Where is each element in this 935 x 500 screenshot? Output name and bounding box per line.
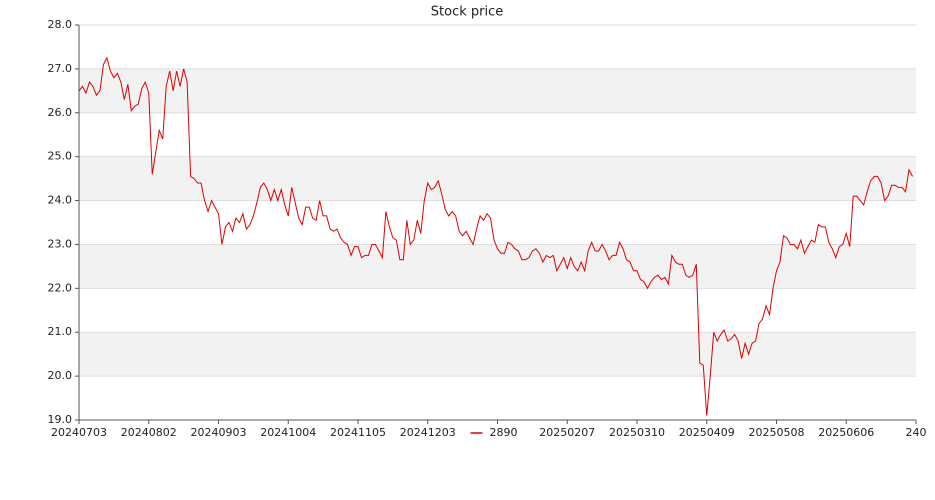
- grid-band: [79, 68, 916, 113]
- y-tick-label: 22.0: [48, 281, 73, 294]
- y-tick-label: 25.0: [48, 150, 73, 163]
- y-tick-label: 27.0: [48, 62, 73, 75]
- line: [78, 56, 913, 416]
- x-tick-label: 20240703: [51, 426, 107, 439]
- grid-band: [79, 244, 916, 289]
- x-tick-label: 20250310: [609, 426, 665, 439]
- y-tick-label: 21.0: [48, 325, 73, 338]
- y-tick-label: 23.0: [48, 237, 73, 250]
- chart-title: Stock price: [431, 5, 503, 20]
- y-tick-label: 26.0: [48, 106, 73, 119]
- x-tick-label: 20250606: [818, 426, 874, 439]
- x-tick-label: 20240802: [121, 426, 177, 439]
- y-tick-label: 24.0: [48, 194, 73, 207]
- x-tick-label: 20250409: [679, 426, 735, 439]
- x-tick-label: 20250508: [749, 426, 805, 439]
- x-tick-label: 20241105: [330, 426, 386, 439]
- y-tick-label: 20.0: [48, 369, 73, 382]
- x-tick-label: 20241203: [400, 426, 456, 439]
- x-tick-label: 20250207: [539, 426, 595, 439]
- y-tick-label: 28.0: [48, 18, 73, 31]
- grid-band: [79, 332, 916, 377]
- y-tick-label: 19.0: [48, 413, 73, 426]
- legend-label: 2890: [490, 426, 518, 439]
- x-tick-label: 240: [906, 426, 927, 439]
- x-tick-label: 20240903: [191, 426, 247, 439]
- legend-box: [462, 425, 533, 441]
- grid-band: [79, 156, 916, 201]
- x-tick-label: 20241004: [260, 426, 316, 439]
